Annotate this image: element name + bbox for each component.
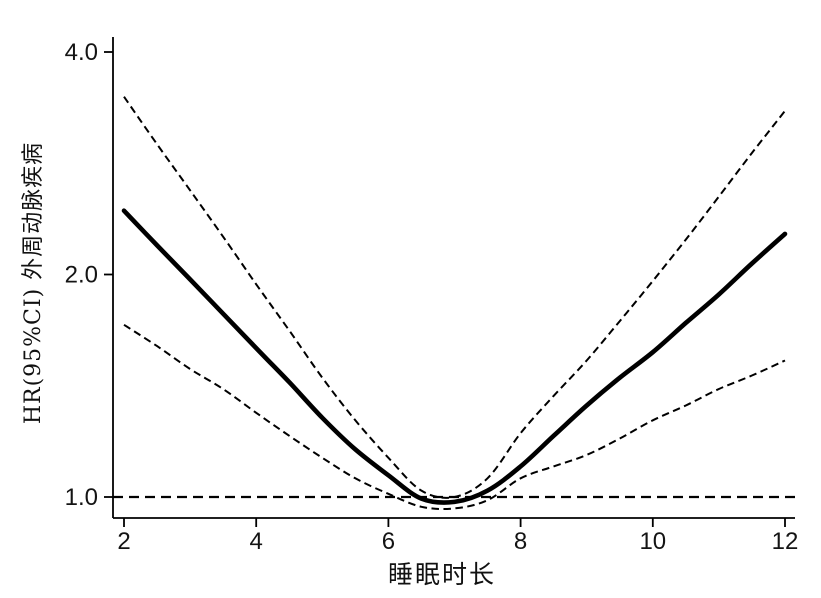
y-tick-label: 4.0 [65, 39, 98, 66]
x-tick-label: 2 [117, 528, 130, 555]
x-tick-label: 12 [772, 528, 799, 555]
y-tick-label: 1.0 [65, 484, 98, 511]
x-tick-label: 6 [382, 528, 395, 555]
x-tick-label: 8 [514, 528, 527, 555]
x-tick-label: 10 [639, 528, 666, 555]
ci-lower-curve [123, 323, 786, 511]
x-axis-label: 睡眠时长 [387, 561, 497, 589]
y-axis-label: HR(95%CI) 外周动脉疾病 [21, 141, 46, 425]
hr-curve [121, 208, 788, 505]
y-tick-label: 2.0 [65, 262, 98, 289]
ci-upper-curve [123, 96, 786, 499]
x-tick-label: 4 [250, 528, 263, 555]
